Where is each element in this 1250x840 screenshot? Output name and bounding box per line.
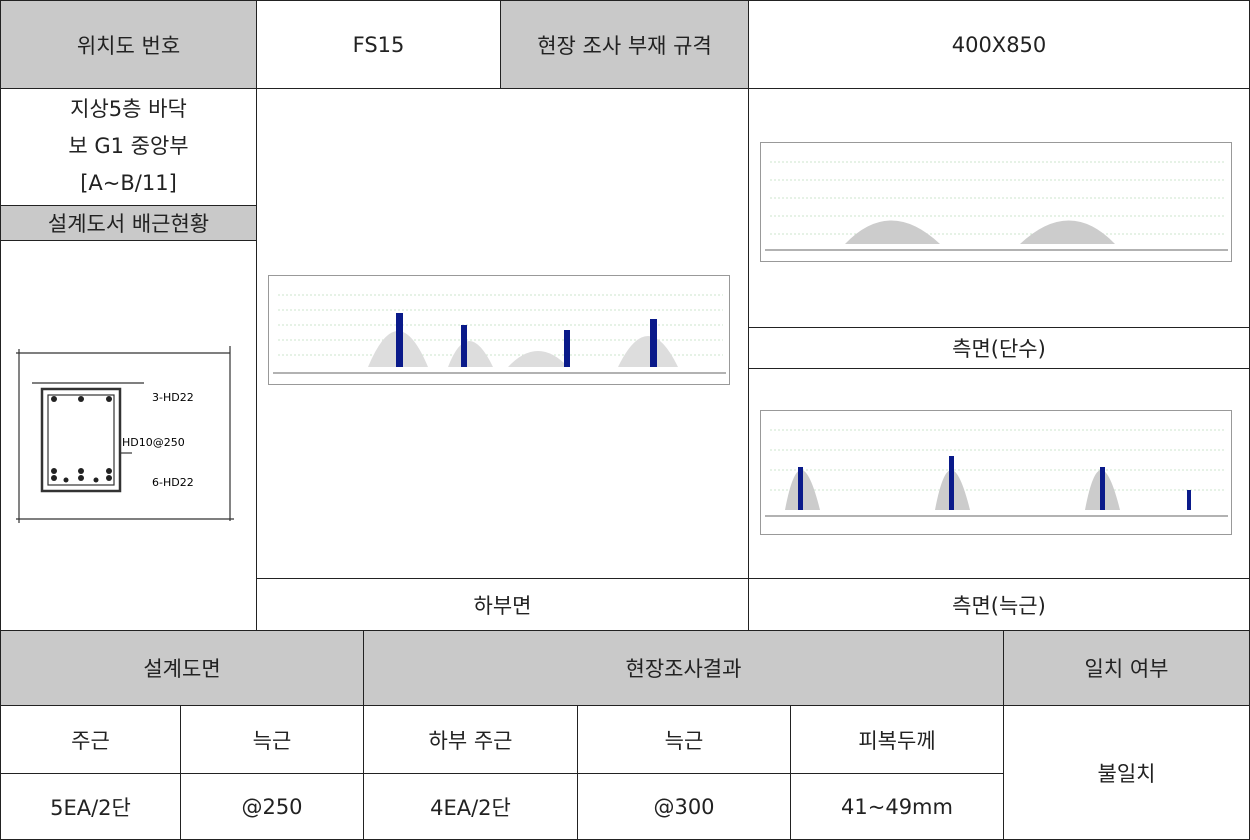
section-label: 3-HD22 [152, 391, 194, 404]
side-stirrup-caption: 측면(늑근) [748, 578, 1250, 631]
location-value: FS15 [256, 0, 501, 89]
group-header: 설계도면 [0, 630, 364, 706]
group-header: 일치 여부 [1003, 630, 1250, 706]
value-cell: @250 [180, 773, 364, 840]
side-rows-caption: 측면(단수) [748, 327, 1250, 369]
group-header: 현장조사결과 [363, 630, 1004, 706]
side-stirrup-scan-image [760, 410, 1232, 535]
page: 위치도 번호 FS15 현장 조사 부재 규격 400X850 지상5층 바닥 … [0, 0, 1250, 840]
side-rows-scan-image [760, 142, 1232, 262]
value-cell: 4EA/2단 [363, 773, 578, 840]
design-header: 설계도서 배근현황 [0, 205, 257, 241]
member-line: 보 G1 중앙부 [68, 128, 188, 165]
design-drawing-cell: 3-HD22 HD10@250 6-HD22 [0, 240, 257, 631]
value-cell: 41~49mm [790, 773, 1004, 840]
spec-label: 현장 조사 부재 규격 [500, 0, 749, 89]
column-header: 늑근 [180, 705, 364, 774]
member-line: 지상5층 바닥 [70, 91, 187, 128]
column-header: 늑근 [577, 705, 791, 774]
column-header: 하부 주근 [363, 705, 578, 774]
column-header: 피복두께 [790, 705, 1004, 774]
bottom-scan-image [268, 275, 730, 385]
column-header: 주근 [0, 705, 181, 774]
section-drawing: 3-HD22 HD10@250 6-HD22 [14, 341, 244, 531]
bottom-caption: 하부면 [256, 578, 749, 631]
member-description: 지상5층 바닥 보 G1 중앙부 [A~B/11] [0, 88, 257, 206]
section-label: 6-HD22 [152, 476, 194, 489]
location-label: 위치도 번호 [0, 0, 257, 89]
value-cell: @300 [577, 773, 791, 840]
result-cell: 불일치 [1003, 705, 1250, 840]
spec-value: 400X850 [748, 0, 1250, 89]
section-label: HD10@250 [122, 436, 185, 449]
value-cell: 5EA/2단 [0, 773, 181, 840]
member-line: [A~B/11] [80, 165, 177, 202]
